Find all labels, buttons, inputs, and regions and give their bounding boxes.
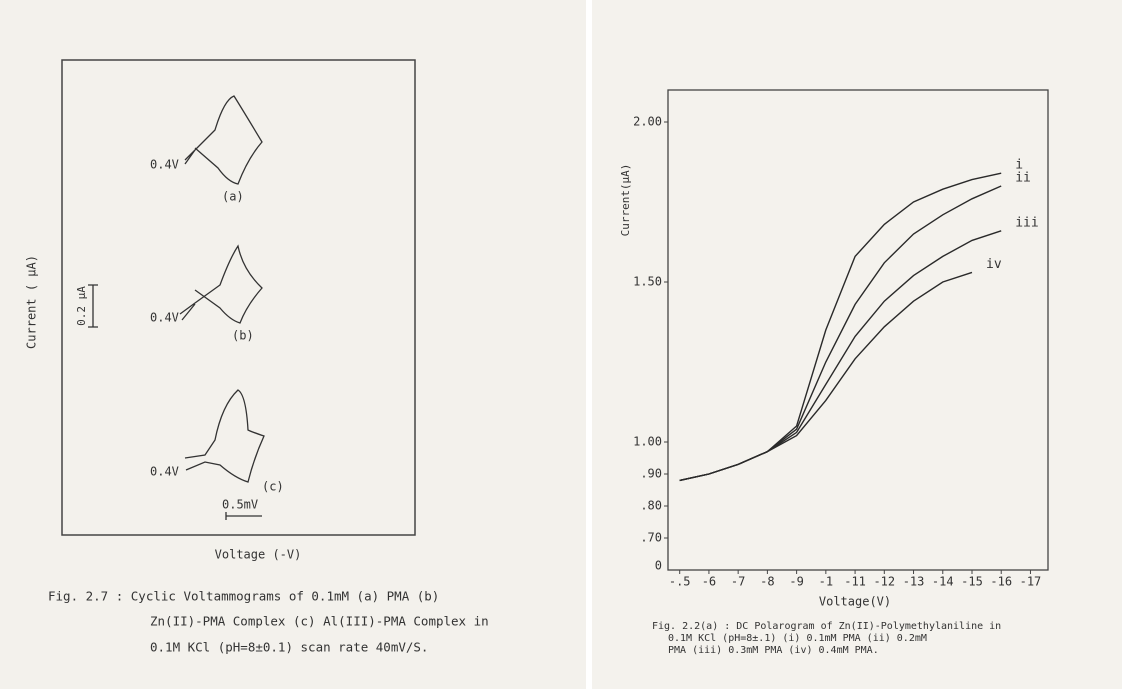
- x-tick-label: -17: [1020, 575, 1042, 589]
- caption-line: PMA (iii) 0.3mM PMA (iv) 0.4mM PMA.: [668, 645, 879, 656]
- cv-frame: [61, 59, 416, 536]
- caption-line: Zn(II)-PMA Complex (c) Al(III)-PMA Compl…: [150, 614, 489, 629]
- series-line: [679, 271, 973, 482]
- series-label: ii: [1015, 171, 1031, 186]
- y-tick-label: .80: [640, 499, 662, 513]
- potential-label: 0.4V: [150, 311, 179, 325]
- potential-label: 0.4V: [150, 465, 179, 479]
- x-axis-label: Voltage(V): [819, 595, 891, 609]
- y-tick-label: 1.00: [633, 435, 662, 449]
- potential-label: 0.4V: [150, 158, 179, 172]
- curve-label: (c): [262, 480, 284, 494]
- right-scan: [592, 0, 1122, 689]
- cv-curve-b: [179, 244, 263, 324]
- x-tick-label: -6: [702, 575, 716, 589]
- x-tick-label: -7: [731, 575, 745, 589]
- current-scale-bar: [88, 284, 98, 328]
- y-tick-label: .70: [640, 531, 662, 545]
- current-scale-label: 0.2 µA: [75, 286, 88, 326]
- series-label: iv: [986, 257, 1002, 272]
- y-tick-label: 2.00: [633, 115, 662, 129]
- x-tick-label: -16: [990, 575, 1012, 589]
- x-tick-label: -14: [932, 575, 954, 589]
- x-tick-label: -1: [819, 575, 833, 589]
- caption-line: Fig. 2.2(a) : DC Polarogram of Zn(II)-Po…: [652, 621, 1001, 632]
- voltage-scale-bar: [225, 512, 262, 520]
- x-tick-label: -.5: [669, 575, 691, 589]
- x-tick-label: -13: [903, 575, 925, 589]
- curve-label: (b): [232, 329, 254, 343]
- caption-line: 0.1M KCl (pH=8±0.1) scan rate 40mV/S.: [150, 640, 428, 655]
- y-axis-origin: 0: [655, 559, 662, 573]
- cv-curve-a: [184, 95, 263, 185]
- y-axis-label: Current(µA): [619, 164, 632, 237]
- x-tick-label: -15: [961, 575, 983, 589]
- y-tick-label: .90: [640, 467, 662, 481]
- x-tick-label: -8: [760, 575, 774, 589]
- curve-label: (a): [222, 190, 244, 204]
- caption-line: 0.1M KCl (pH=8±.1) (i) 0.1mM PMA (ii) 0.…: [668, 633, 927, 644]
- cv-curve-c: [184, 389, 265, 483]
- series-label: i: [1015, 158, 1023, 173]
- x-tick-label: -12: [873, 575, 895, 589]
- left-scan: [0, 0, 586, 689]
- y-tick-label: 1.50: [633, 275, 662, 289]
- x-tick-label: -9: [789, 575, 803, 589]
- x-tick-label: -11: [844, 575, 866, 589]
- plot-frame: [667, 89, 1049, 571]
- series-label: iii: [1015, 215, 1038, 230]
- voltage-scale-label: 0.5mV: [222, 498, 258, 512]
- cv-curves: [88, 95, 265, 520]
- caption-line: Fig. 2.7 : Cyclic Voltammograms of 0.1mM…: [48, 589, 439, 604]
- x-axis-label: Voltage (-V): [215, 548, 302, 562]
- y-axis-label: Current ( µA): [25, 255, 39, 349]
